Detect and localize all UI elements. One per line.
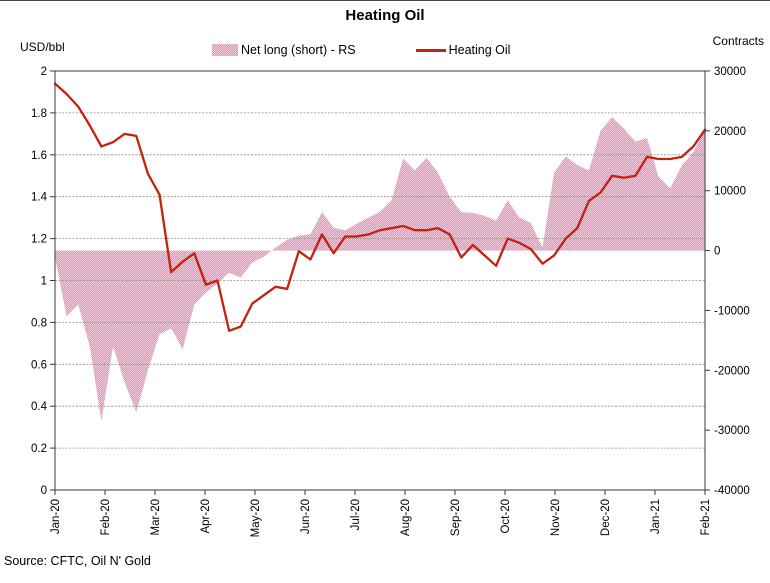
right-axis-tick-label: -10000 xyxy=(714,305,750,317)
left-axis-tick-label: 1 xyxy=(41,276,47,288)
x-axis-tick-label: Apr-20 xyxy=(200,499,212,534)
left-axis-tick-label: 0.4 xyxy=(31,401,48,413)
right-axis-tick-label: -30000 xyxy=(714,425,750,437)
chart-title: Heating Oil xyxy=(345,7,425,24)
legend-label-net-long: Net long (short) - RS xyxy=(241,43,356,57)
right-axis-tick-label: -40000 xyxy=(714,485,750,497)
x-axis-tick-label: Aug-20 xyxy=(400,499,412,536)
right-axis-tick-label: 10000 xyxy=(714,186,746,198)
left-axis-tick-label: 1.4 xyxy=(31,192,48,204)
x-axis-tick-label: May-20 xyxy=(250,499,262,537)
right-axis-unit-label: Contracts xyxy=(712,34,764,48)
left-axis-tick-label: 2 xyxy=(41,66,47,78)
x-axis-tick-label: Jun-20 xyxy=(300,499,312,534)
area-series-net-long xyxy=(55,117,705,422)
x-axis-tick-label: Mar-20 xyxy=(150,499,162,535)
legend-label-heating-oil: Heating Oil xyxy=(448,43,511,57)
left-axis-tick-label: 0.2 xyxy=(31,443,47,455)
right-axis-tick-label: -20000 xyxy=(714,365,750,377)
net-long-swatch-icon xyxy=(212,44,238,56)
source-note: Source: CFTC, Oil N' Gold xyxy=(4,554,151,568)
left-axis-tick-label: 1.2 xyxy=(31,234,47,246)
right-axis-tick-label: 30000 xyxy=(714,66,746,78)
x-axis-tick-label: Jan-20 xyxy=(50,499,62,534)
right-axis-tick-label: 0 xyxy=(714,246,720,258)
legend: Net long (short) - RS Heating Oil xyxy=(212,43,510,57)
x-axis-tick-label: Dec-20 xyxy=(600,499,612,536)
right-axis-tick-label: 20000 xyxy=(714,126,746,138)
left-axis-tick-label: 1.8 xyxy=(31,108,47,120)
x-axis-tick-label: Jan-21 xyxy=(650,499,662,534)
x-axis-tick-label: Oct-20 xyxy=(500,499,512,534)
x-axis-tick-label: Feb-20 xyxy=(100,499,112,535)
x-axis-tick-label: Feb-21 xyxy=(700,499,712,535)
left-axis-tick-label: 0.8 xyxy=(31,317,47,329)
heating-oil-line-icon xyxy=(415,48,446,52)
x-axis-tick-label: Nov-20 xyxy=(550,499,562,536)
line-series-heating-oil xyxy=(53,82,707,332)
left-axis-tick-label: 1.6 xyxy=(31,150,47,162)
left-axis-unit-label: USD/bbl xyxy=(20,40,65,54)
left-axis-tick-label: 0.6 xyxy=(31,359,47,371)
x-axis-tick-label: Jul-20 xyxy=(350,499,362,530)
left-axis-tick-label: 0 xyxy=(41,485,47,497)
x-axis-tick-label: Sep-20 xyxy=(450,499,462,536)
